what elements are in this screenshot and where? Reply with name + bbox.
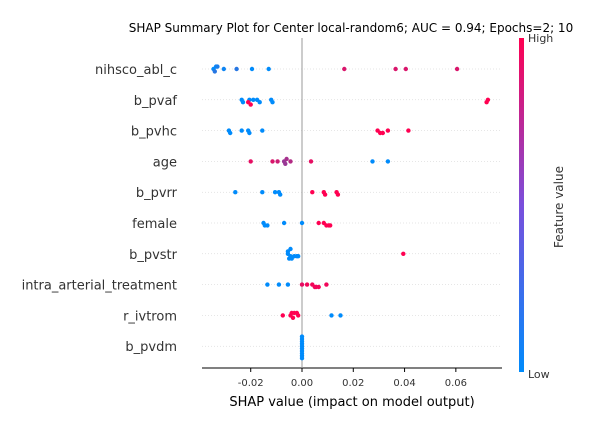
shap-point — [290, 315, 296, 320]
feature-label: age — [153, 155, 177, 170]
x-tick-label: 0.02 — [342, 378, 364, 389]
shap-point — [328, 223, 333, 228]
shap-point — [249, 66, 255, 72]
shap-point — [280, 313, 285, 318]
feature-label: b_pvrr — [136, 186, 178, 201]
x-tick-label: 0.00 — [291, 378, 313, 389]
colorbar — [519, 38, 524, 372]
colorbar-title: Feature value — [552, 166, 566, 248]
shap-point — [212, 69, 217, 74]
shap-point — [239, 128, 244, 133]
shap-point — [329, 313, 334, 318]
shap-point — [233, 190, 238, 195]
shap-point — [454, 66, 460, 72]
feature-label: r_ivtrom — [123, 309, 177, 324]
shap-point — [276, 282, 282, 287]
shap-point — [406, 128, 411, 133]
shap-point — [308, 159, 314, 164]
shap-point — [380, 130, 385, 136]
shap-point — [299, 356, 305, 361]
shap-point — [288, 159, 293, 164]
shap-point — [294, 310, 300, 316]
x-tick-label: 0.06 — [445, 378, 467, 389]
x-tick-label: -0.02 — [238, 378, 264, 389]
shap-point — [266, 66, 271, 72]
feature-label: intra_arterial_treatment — [22, 279, 177, 294]
feature-label: b_pvstr — [129, 248, 178, 263]
shap-point — [248, 102, 253, 107]
shap-point — [275, 159, 280, 164]
shap-point — [296, 254, 301, 259]
shap-point — [370, 159, 375, 164]
shap-point — [316, 220, 321, 226]
shap-point — [299, 220, 305, 226]
shap-point — [240, 100, 246, 105]
shap-point — [401, 251, 406, 256]
shap-point — [304, 282, 310, 287]
shap-point — [260, 128, 265, 133]
shap-point — [335, 192, 341, 197]
shap-point — [288, 246, 293, 252]
x-tick-label: 0.04 — [393, 378, 415, 389]
shap-point — [484, 100, 489, 105]
colorbar-low-label: Low — [528, 368, 550, 381]
shap-point — [393, 66, 398, 72]
feature-label: female — [132, 217, 177, 232]
shap-point — [403, 66, 408, 72]
shap-point — [385, 128, 391, 133]
feature-label: b_pvaf — [134, 94, 178, 109]
feature-label: b_pvdm — [125, 340, 177, 355]
shap-point — [324, 282, 329, 287]
shap-point — [221, 66, 226, 72]
shap-point — [215, 64, 220, 69]
shap-point — [283, 161, 288, 166]
feature-label: nihsco_abl_c — [95, 63, 177, 78]
shap-point — [299, 282, 305, 287]
shap-point — [265, 282, 270, 287]
x-ticks: -0.02 0.00 0.02 0.04 0.06 — [238, 368, 467, 389]
row-gridlines — [202, 68, 502, 347]
shap-point — [265, 223, 270, 228]
shap-point — [251, 97, 256, 103]
feature-label: b_pvhc — [131, 125, 177, 140]
shap-point — [248, 159, 253, 164]
shap-point — [260, 190, 265, 195]
chart-title: SHAP Summary Plot for Center local-rando… — [129, 21, 573, 35]
shap-point — [247, 130, 252, 136]
data-points — [211, 64, 491, 361]
shap-point — [342, 66, 347, 72]
shap-point — [322, 192, 328, 197]
shap-point — [385, 159, 391, 164]
x-axis-label: SHAP value (impact on model output) — [229, 395, 474, 410]
shap-point — [257, 100, 262, 105]
shap-point — [310, 190, 315, 195]
shap-point — [281, 220, 287, 226]
shap-point — [270, 100, 275, 105]
shap-point — [272, 190, 278, 195]
shap-point — [284, 156, 289, 162]
shap-point — [299, 334, 305, 339]
shap-point — [285, 282, 291, 287]
shap-point — [228, 130, 233, 136]
shap-point — [316, 284, 321, 290]
colorbar-high-label: High — [528, 32, 553, 45]
shap-point — [338, 313, 343, 318]
shap-point — [234, 66, 239, 72]
shap-point — [278, 192, 283, 197]
shap-point — [270, 159, 275, 164]
